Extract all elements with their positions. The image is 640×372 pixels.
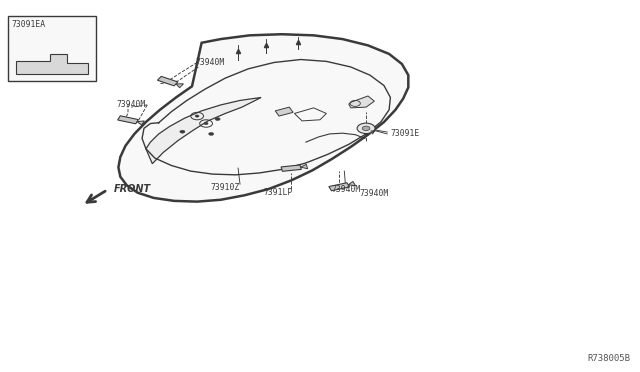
Text: 73940M: 73940M bbox=[332, 185, 361, 194]
Circle shape bbox=[357, 123, 375, 134]
Polygon shape bbox=[176, 84, 184, 88]
Text: R738005B: R738005B bbox=[588, 354, 630, 363]
Polygon shape bbox=[146, 97, 261, 164]
Circle shape bbox=[215, 118, 220, 121]
Text: 73940M: 73940M bbox=[195, 58, 225, 67]
Text: 73091EA: 73091EA bbox=[12, 20, 45, 29]
Polygon shape bbox=[118, 34, 408, 202]
Polygon shape bbox=[349, 96, 374, 108]
Polygon shape bbox=[137, 121, 145, 125]
Circle shape bbox=[362, 126, 370, 131]
Circle shape bbox=[195, 115, 199, 117]
Polygon shape bbox=[301, 164, 308, 169]
Bar bbox=[8, 16, 96, 81]
Polygon shape bbox=[118, 116, 138, 124]
Polygon shape bbox=[348, 182, 356, 186]
Text: 73910Z: 73910Z bbox=[211, 183, 240, 192]
Polygon shape bbox=[16, 54, 88, 74]
Polygon shape bbox=[275, 107, 293, 116]
Circle shape bbox=[209, 132, 214, 135]
Polygon shape bbox=[329, 183, 349, 191]
Text: 7391LP: 7391LP bbox=[264, 188, 293, 197]
Circle shape bbox=[180, 130, 185, 133]
Text: FRONT: FRONT bbox=[114, 184, 151, 194]
Circle shape bbox=[204, 122, 208, 125]
Text: 73940M: 73940M bbox=[116, 100, 146, 109]
Text: 73091E: 73091E bbox=[390, 129, 420, 138]
Text: 73940M: 73940M bbox=[360, 189, 389, 198]
Polygon shape bbox=[281, 165, 301, 171]
Polygon shape bbox=[157, 76, 178, 86]
